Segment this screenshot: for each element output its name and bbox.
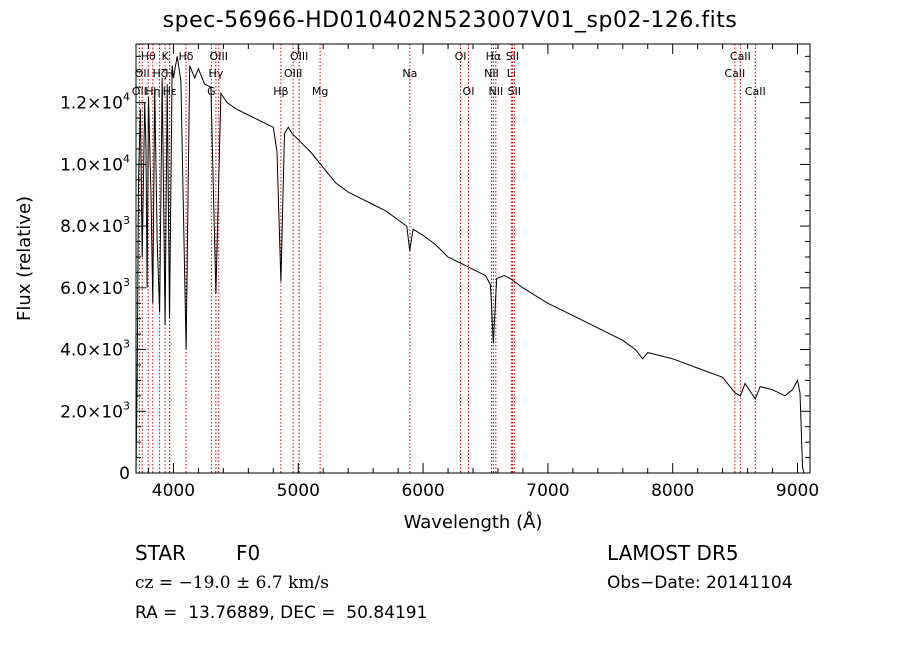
redshift-velocity: cz = −19.0 ± 6.7 km/s: [135, 573, 329, 593]
object-class: STAR: [135, 541, 186, 565]
line-label: Li: [507, 67, 516, 80]
line-label: NII: [484, 67, 499, 80]
line-label: OI: [463, 85, 475, 98]
line-label: Hβ: [273, 85, 288, 98]
coordinates: RA = 13.76889, DEC = 50.84191: [135, 603, 428, 623]
line-label: SII: [508, 85, 521, 98]
x-tick-label: 9000: [776, 481, 819, 501]
y-tick-label: 1.0×104: [60, 152, 130, 175]
line-label: Na: [402, 67, 417, 80]
line-label: CaII: [745, 85, 766, 98]
line-label: OII: [135, 67, 150, 80]
line-label: Mg: [312, 85, 328, 98]
object-subclass: F0: [236, 541, 261, 565]
x-tick-label: 4000: [152, 481, 195, 501]
x-tick-label: 7000: [526, 481, 569, 501]
spectrum-line: [135, 56, 805, 474]
y-axis-label: Flux (relative): [14, 196, 35, 321]
line-label: NII: [488, 85, 503, 98]
y-tick-label: 1.2×104: [60, 91, 130, 114]
plot-frame: [135, 43, 811, 474]
line-label: OI: [455, 50, 467, 63]
x-axis-label: Wavelength (Å): [404, 511, 543, 533]
line-label: OIII: [284, 67, 302, 80]
y-tick-label: 4.0×103: [60, 338, 130, 361]
line-label: SII: [506, 50, 519, 63]
x-tick-label: 6000: [401, 481, 444, 501]
line-label: K: [161, 50, 169, 63]
y-tick-label: 6.0×103: [60, 276, 130, 299]
y-tick-label: 8.0×103: [60, 214, 130, 237]
chart-title: spec-56966-HD010402N523007V01_sp02-126.f…: [162, 8, 738, 33]
y-tick-label: 0: [119, 464, 130, 484]
line-label: CaII: [730, 50, 751, 63]
y-tick-label: 2.0×103: [60, 399, 130, 422]
x-tick-label: 5000: [277, 481, 320, 501]
line-label: OIII: [210, 50, 228, 63]
line-label: Hα: [486, 50, 502, 63]
observation-date: Obs−Date: 20141104: [607, 573, 793, 593]
line-label: Hδ: [179, 50, 194, 63]
line-label: CaII: [724, 67, 745, 80]
line-label: Hη: [145, 85, 160, 98]
line-label: Hγ: [208, 67, 223, 80]
x-tick-label: 8000: [651, 481, 694, 501]
line-label: Hθ: [141, 50, 156, 63]
survey-name: LAMOST DR5: [607, 541, 739, 565]
line-label: OIII: [290, 50, 308, 63]
line-label: Hζ: [152, 67, 166, 80]
line-label: Hε: [163, 85, 177, 98]
